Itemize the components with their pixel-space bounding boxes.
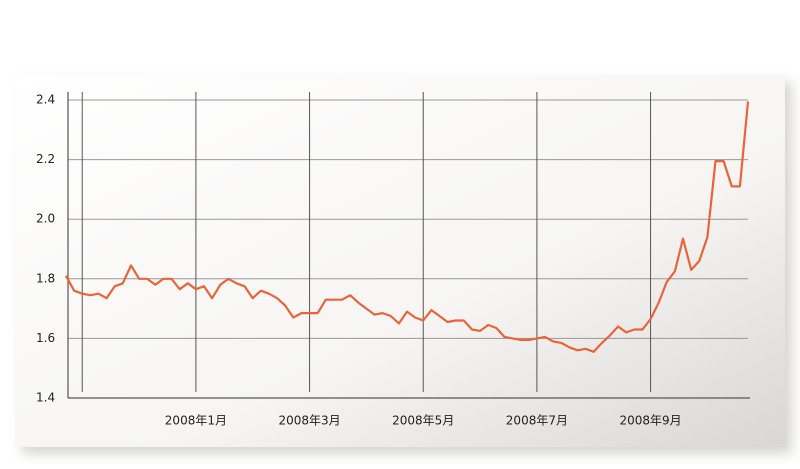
y-tick-label: 1.4 (36, 391, 55, 405)
y-tick-label: 2.4 (36, 93, 55, 107)
panel (15, 75, 785, 447)
labels: 1.4 1.6 1.8 2.0 2.2 2.4 2008年1月 2008年3月 2008年5月 2… (36, 93, 682, 428)
x-tick-label: 2008年1月 (165, 414, 227, 428)
y-tick-label: 1.6 (36, 331, 55, 345)
x-tick-label: 2008年7月 (506, 414, 568, 428)
y-tick-label: 1.8 (36, 271, 55, 285)
data-line (65, 101, 750, 353)
y-tick-label: 2.2 (36, 152, 55, 166)
x-tick-label: 2008年3月 (278, 414, 340, 428)
marks (65, 101, 750, 353)
x-tick-label: 2008年5月 (392, 414, 454, 428)
grid (68, 92, 748, 392)
y-tick-label: 2.0 (36, 212, 55, 226)
x-tick-label: 2008年9月 (619, 414, 681, 428)
